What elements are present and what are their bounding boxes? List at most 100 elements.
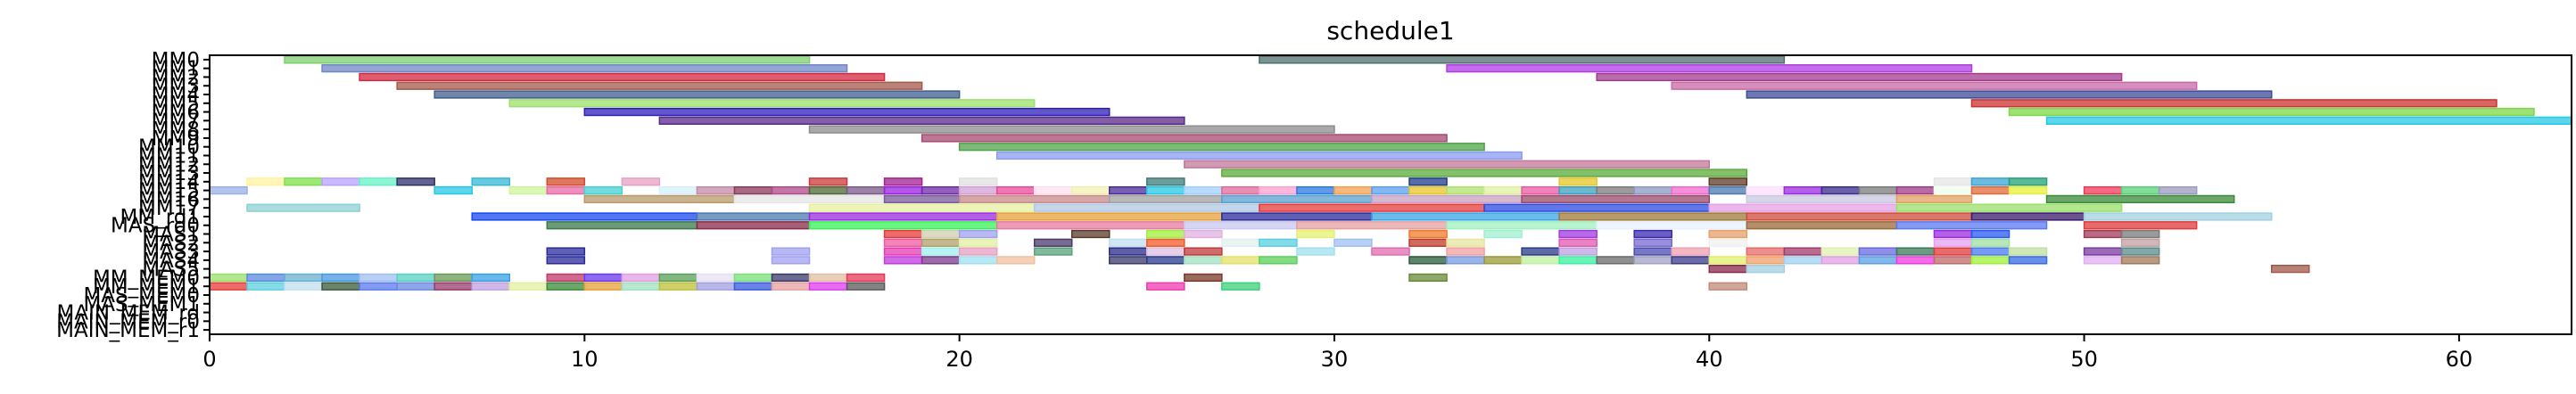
- task-bar: [808, 221, 998, 230]
- x-tick-label: 30: [1321, 347, 1349, 372]
- task-bar: [921, 229, 961, 239]
- x-axis: 0 10 20 30 40 50 60: [202, 334, 2473, 372]
- task-bar: [321, 282, 360, 291]
- task-bar: [2008, 185, 2048, 195]
- task-bar: [321, 177, 360, 186]
- task-bar: [1109, 238, 1148, 247]
- task-bar: [359, 177, 398, 186]
- task-bar: [1371, 185, 1410, 195]
- y-tick-label: MM14: [138, 171, 200, 194]
- task-bar: [1895, 221, 2048, 230]
- task-bar: [1596, 185, 1635, 195]
- task-bar: [1895, 256, 1936, 265]
- task-bar: [1408, 229, 1448, 239]
- task-bar: [546, 177, 586, 186]
- task-bar: [1184, 247, 1223, 256]
- task-bar: [771, 247, 811, 256]
- y-tick-label: MAIN_MEM_r1: [56, 319, 200, 342]
- task-bar: [696, 185, 736, 195]
- task-bar: [396, 81, 923, 90]
- task-bar: [1783, 247, 1823, 256]
- x-tick-label: 60: [2446, 347, 2473, 372]
- task-bar: [1184, 221, 1298, 230]
- task-bar: [995, 256, 1036, 265]
- task-bar: [284, 55, 811, 64]
- task-bar: [2008, 256, 2048, 265]
- task-bar: [1483, 203, 1711, 212]
- y-tick-label: MAS4: [142, 250, 200, 273]
- task-bar: [1184, 256, 1223, 265]
- task-bar: [1446, 247, 1485, 256]
- task-bar: [2120, 185, 2160, 195]
- task-bar: [1746, 90, 2273, 99]
- task-bar: [846, 282, 886, 291]
- x-tick-label: 20: [945, 347, 973, 372]
- task-bar: [1483, 229, 1523, 239]
- task-bar: [696, 282, 736, 291]
- task-bar: [621, 282, 661, 291]
- task-bar: [1933, 256, 1973, 265]
- task-bar: [2083, 212, 2273, 221]
- task-bar: [508, 185, 549, 195]
- task-bar: [1521, 194, 1711, 204]
- task-bar: [696, 212, 811, 221]
- x-tick-label: 50: [2070, 347, 2098, 372]
- task-bar: [1296, 221, 1448, 230]
- task-bar: [1221, 185, 1260, 195]
- task-bar: [1970, 238, 2010, 247]
- task-bar: [1259, 185, 1298, 195]
- task-bar: [1408, 256, 1448, 265]
- task-bar: [1783, 256, 1823, 265]
- task-bar: [883, 247, 923, 256]
- task-bar: [621, 177, 661, 186]
- task-bar: [284, 177, 323, 186]
- task-bar: [1596, 72, 2123, 82]
- task-bar: [2083, 185, 2123, 195]
- task-bar: [1671, 247, 1711, 256]
- task-bar: [1746, 185, 1786, 195]
- task-bar: [583, 273, 623, 283]
- task-bar: [284, 273, 323, 283]
- task-bar: [1446, 221, 1598, 230]
- task-bar: [1558, 185, 1598, 195]
- task-bar: [921, 134, 1448, 143]
- task-bar: [321, 64, 848, 73]
- y-tick-label: MAS_rd0: [111, 215, 200, 238]
- task-bar: [1671, 185, 1711, 195]
- task-bar: [2158, 185, 2198, 195]
- task-bar: [209, 185, 248, 195]
- task-bar: [1746, 221, 1898, 230]
- task-bar: [1146, 177, 1185, 186]
- task-bar: [246, 203, 360, 212]
- task-bar: [209, 282, 248, 291]
- task-bar: [246, 282, 285, 291]
- task-bar: [1184, 229, 1223, 239]
- y-tick-label: MM16: [138, 188, 200, 211]
- task-bar: [846, 273, 886, 283]
- y-tick-label: MM10: [138, 136, 200, 160]
- task-bar: [1895, 203, 2123, 212]
- task-bar: [1858, 185, 1898, 195]
- task-bar: [808, 203, 1036, 212]
- task-bar: [433, 185, 473, 195]
- task-bar: [1858, 256, 1898, 265]
- task-bar: [471, 177, 511, 186]
- task-bar: [1146, 247, 1185, 256]
- task-bar: [995, 185, 1036, 195]
- task-bar: [1070, 185, 1110, 195]
- task-bar: [1521, 185, 1560, 195]
- task-bar: [1933, 177, 1973, 186]
- task-bar: [733, 282, 773, 291]
- task-bar: [1970, 256, 2010, 265]
- x-tick-label: 10: [571, 347, 599, 372]
- task-bar: [883, 185, 923, 195]
- task-bar: [1446, 64, 1973, 73]
- y-tick-label: MAS_MEM0: [83, 284, 200, 308]
- task-bar: [1296, 247, 1335, 256]
- task-bar: [1296, 185, 1335, 195]
- y-tick-label: MM3: [152, 75, 200, 98]
- y-tick-label: MM6: [152, 102, 200, 125]
- y-tick-label: MM0: [152, 49, 200, 72]
- task-bar: [2045, 116, 2572, 125]
